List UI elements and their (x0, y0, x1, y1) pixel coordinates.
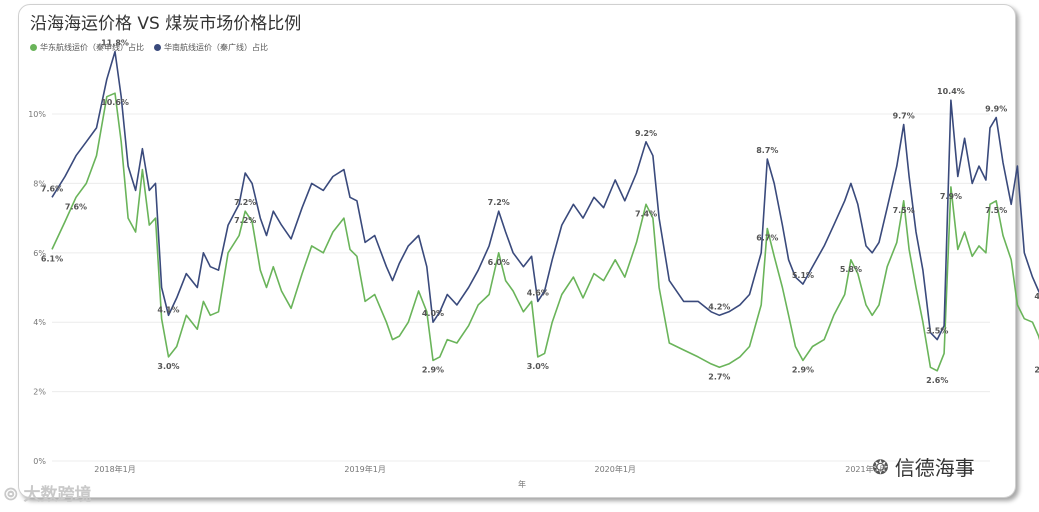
x-tick-label: 2020年1月 (594, 464, 635, 474)
data-label-east: 10.6% (101, 98, 129, 107)
watermark-right-text: 信德海事 (894, 456, 975, 480)
legend-label-south: 华南航线运价（秦广线）占比 (164, 43, 268, 52)
data-label-south: 9.7% (893, 111, 915, 120)
data-label-east: 7.2% (234, 216, 256, 225)
data-label-south: 4.2% (708, 302, 730, 311)
data-label-east: 6.0% (488, 258, 510, 267)
data-label-south: 7.6% (41, 184, 63, 193)
wechat-icon: ❂ (872, 454, 889, 479)
data-label-south: 9.2% (635, 129, 657, 138)
data-label-east: 7.4% (635, 209, 657, 218)
data-label-east: 2.6% (926, 376, 948, 385)
data-label-south: 4.0% (422, 309, 444, 318)
x-tick-label: 2021年1月 (845, 464, 886, 474)
data-label-east: 2.7% (708, 372, 730, 381)
data-label-east: 3.0% (527, 362, 549, 371)
data-label-south: 10.4% (937, 87, 965, 96)
chart-card (18, 4, 1016, 498)
data-label-east: 6.7% (756, 234, 778, 243)
data-label-south: 9.9% (985, 105, 1007, 114)
y-tick-label: 4% (33, 318, 46, 327)
watermark-left-text: 大数跨境 (23, 485, 92, 505)
data-label-east: 2.9% (792, 365, 814, 374)
x-tick-label: 2018年1月 (94, 464, 135, 474)
data-label-south: 7.2% (488, 198, 510, 207)
data-label-south: 5.1% (792, 271, 814, 280)
data-label-east: 2.9% (1034, 365, 1039, 374)
y-tick-label: 0% (33, 457, 46, 466)
legend-item-east[interactable]: 华东航线运价（秦申线）占比 (30, 42, 144, 53)
data-label-south: 4.6% (527, 288, 549, 297)
series-line-east (51, 92, 1039, 372)
y-tick-label: 10% (28, 110, 46, 119)
y-tick-label: 8% (33, 179, 46, 188)
data-label-south: 11.8% (101, 39, 129, 48)
watermark-left: ⦾ 大数跨境 (4, 480, 92, 505)
data-label-east: 3.0% (157, 362, 179, 371)
x-tick-label: 2019年1月 (344, 464, 385, 474)
chart-title: 沿海海运价格 VS 煤炭市场价格比例 (30, 14, 302, 34)
y-tick-label: 2% (33, 388, 46, 397)
data-label-east: 2.9% (422, 365, 444, 374)
y-tick-label: 6% (33, 249, 46, 258)
data-label-east: 7.5% (985, 206, 1007, 215)
legend-item-south[interactable]: 华南航线运价（秦广线）占比 (154, 42, 268, 53)
x-axis-title: 年 (518, 479, 526, 489)
data-label-south: 4.1% (157, 306, 179, 315)
data-label-east: 6.1% (41, 254, 63, 263)
legend-dot-south-icon (154, 44, 161, 51)
data-label-south: 4.5% (1034, 292, 1039, 301)
data-label-south: 7.2% (234, 198, 256, 207)
series-line-south (51, 50, 1039, 341)
data-label-east: 7.9% (940, 192, 962, 201)
watermark-right: ❂ 信德海事 (872, 452, 975, 481)
legend-dot-east-icon (30, 44, 37, 51)
data-label-east: 5.8% (840, 265, 862, 274)
data-label-east: 7.5% (893, 206, 915, 215)
legend: 华东航线运价（秦申线）占比 华南航线运价（秦广线）占比 (30, 42, 268, 53)
data-label-south: 3.5% (926, 327, 948, 336)
watermark-logo-icon: ⦾ (4, 485, 18, 505)
data-label-south: 8.7% (756, 146, 778, 155)
data-label-east: 7.6% (65, 202, 87, 211)
legend-label-east: 华东航线运价（秦申线）占比 (40, 43, 144, 52)
